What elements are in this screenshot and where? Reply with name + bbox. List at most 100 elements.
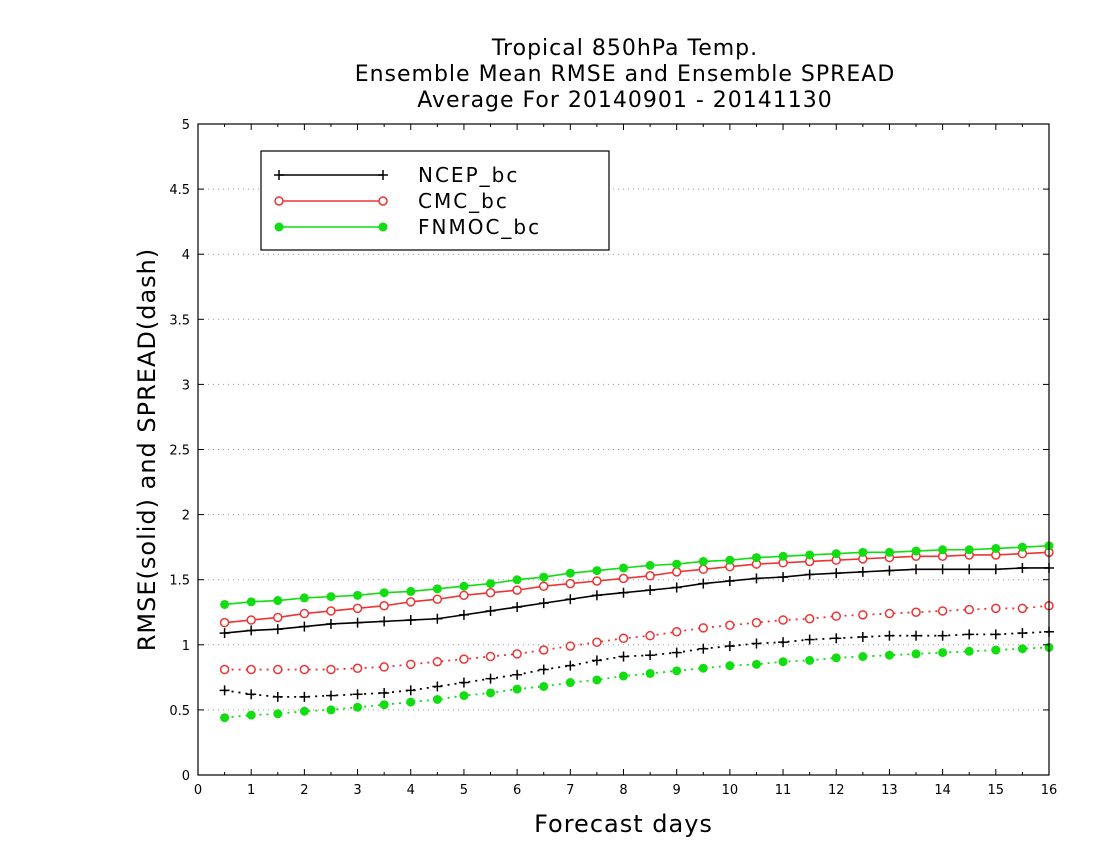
data-point (725, 555, 735, 565)
data-point (751, 617, 762, 628)
data-point (326, 592, 336, 602)
legend-item: CMC_bc (274, 189, 507, 213)
data-point (645, 668, 655, 678)
data-point (272, 691, 283, 702)
data-point (379, 588, 389, 598)
data-point (725, 620, 735, 631)
data-point (671, 647, 682, 658)
data-point (751, 659, 761, 669)
data-point (352, 603, 363, 614)
data-point (273, 664, 283, 675)
data-point (778, 637, 789, 648)
data-point (619, 671, 628, 681)
series-layer (219, 541, 1054, 723)
data-point (805, 550, 815, 560)
data-point (565, 678, 575, 688)
data-point (299, 621, 310, 632)
data-point (299, 664, 310, 675)
data-point (299, 706, 309, 716)
x-tick-label: 8 (619, 783, 627, 798)
data-point (831, 568, 842, 579)
data-point (538, 581, 549, 591)
data-point (486, 579, 496, 589)
data-point (485, 673, 496, 684)
data-point (858, 547, 868, 557)
data-point (353, 702, 363, 712)
data-point (432, 656, 443, 667)
y-tick-label: 2.5 (169, 444, 190, 459)
data-point (246, 689, 257, 700)
data-point (539, 681, 549, 691)
series-line (224, 630, 1050, 698)
legend-marker (378, 196, 388, 206)
data-point (459, 581, 469, 591)
data-point (672, 666, 682, 676)
data-point (991, 543, 1001, 553)
data-point (884, 650, 894, 660)
data-point (538, 664, 549, 675)
data-point (1017, 562, 1028, 573)
chart-title-line-3: Average For 20140901 - 20141130 (417, 88, 833, 113)
data-point (485, 651, 496, 662)
axis-ticks: 0 1 2 3 4 5 6 7 8 9 10 11 12 13 14 15 1600.511.522.533.5… (169, 118, 1057, 798)
data-point (831, 633, 842, 644)
data-point (591, 590, 602, 601)
y-tick-label: 4 (182, 248, 190, 263)
data-point (432, 694, 442, 704)
data-point (831, 611, 841, 621)
legend-item: FNMOC_bc (274, 215, 539, 239)
data-point (937, 630, 948, 641)
data-point (352, 689, 363, 700)
data-point (512, 669, 523, 680)
data-point (406, 597, 416, 607)
data-point (724, 576, 735, 587)
data-point (911, 564, 922, 575)
y-tick-label: 1.5 (169, 574, 190, 589)
data-point (618, 633, 629, 644)
data-point (911, 649, 921, 659)
data-point (219, 685, 230, 696)
data-point (299, 608, 310, 619)
data-point (938, 545, 948, 555)
data-point (406, 697, 416, 707)
data-point (352, 663, 363, 673)
data-point (990, 629, 1001, 640)
data-point (751, 573, 762, 584)
legend-marker (274, 196, 284, 206)
data-point (724, 641, 735, 652)
data-point (325, 618, 336, 629)
data-point (592, 566, 602, 576)
data-point (1017, 628, 1028, 639)
data-point (698, 623, 709, 633)
data-point (406, 586, 416, 596)
data-point (432, 594, 443, 604)
data-point (273, 612, 283, 623)
data-point (485, 587, 496, 598)
data-point (858, 610, 868, 620)
data-point (778, 551, 788, 561)
data-point (671, 627, 682, 637)
data-point (778, 615, 788, 625)
data-point (618, 587, 629, 598)
data-point (539, 572, 549, 582)
legend-marker (274, 170, 284, 180)
chart-title-line-2: Ensemble Mean RMSE and Ensemble SPREAD (354, 62, 896, 87)
data-point (591, 655, 602, 666)
data-point (698, 578, 709, 589)
data-point (326, 664, 336, 675)
data-point (299, 593, 309, 603)
data-point (672, 559, 682, 569)
data-point (778, 572, 789, 583)
data-point (884, 547, 894, 557)
series-cmc-bc (219, 547, 1054, 628)
x-tick-label: 6 (513, 783, 521, 798)
data-point (592, 675, 602, 685)
data-point (379, 600, 389, 611)
x-tick-label: 15 (988, 783, 1005, 798)
legend-marker (378, 222, 388, 232)
x-tick-label: 10 (722, 783, 739, 798)
data-point (911, 630, 922, 641)
x-axis-title: Forecast days (534, 810, 713, 838)
data-point (246, 625, 257, 636)
